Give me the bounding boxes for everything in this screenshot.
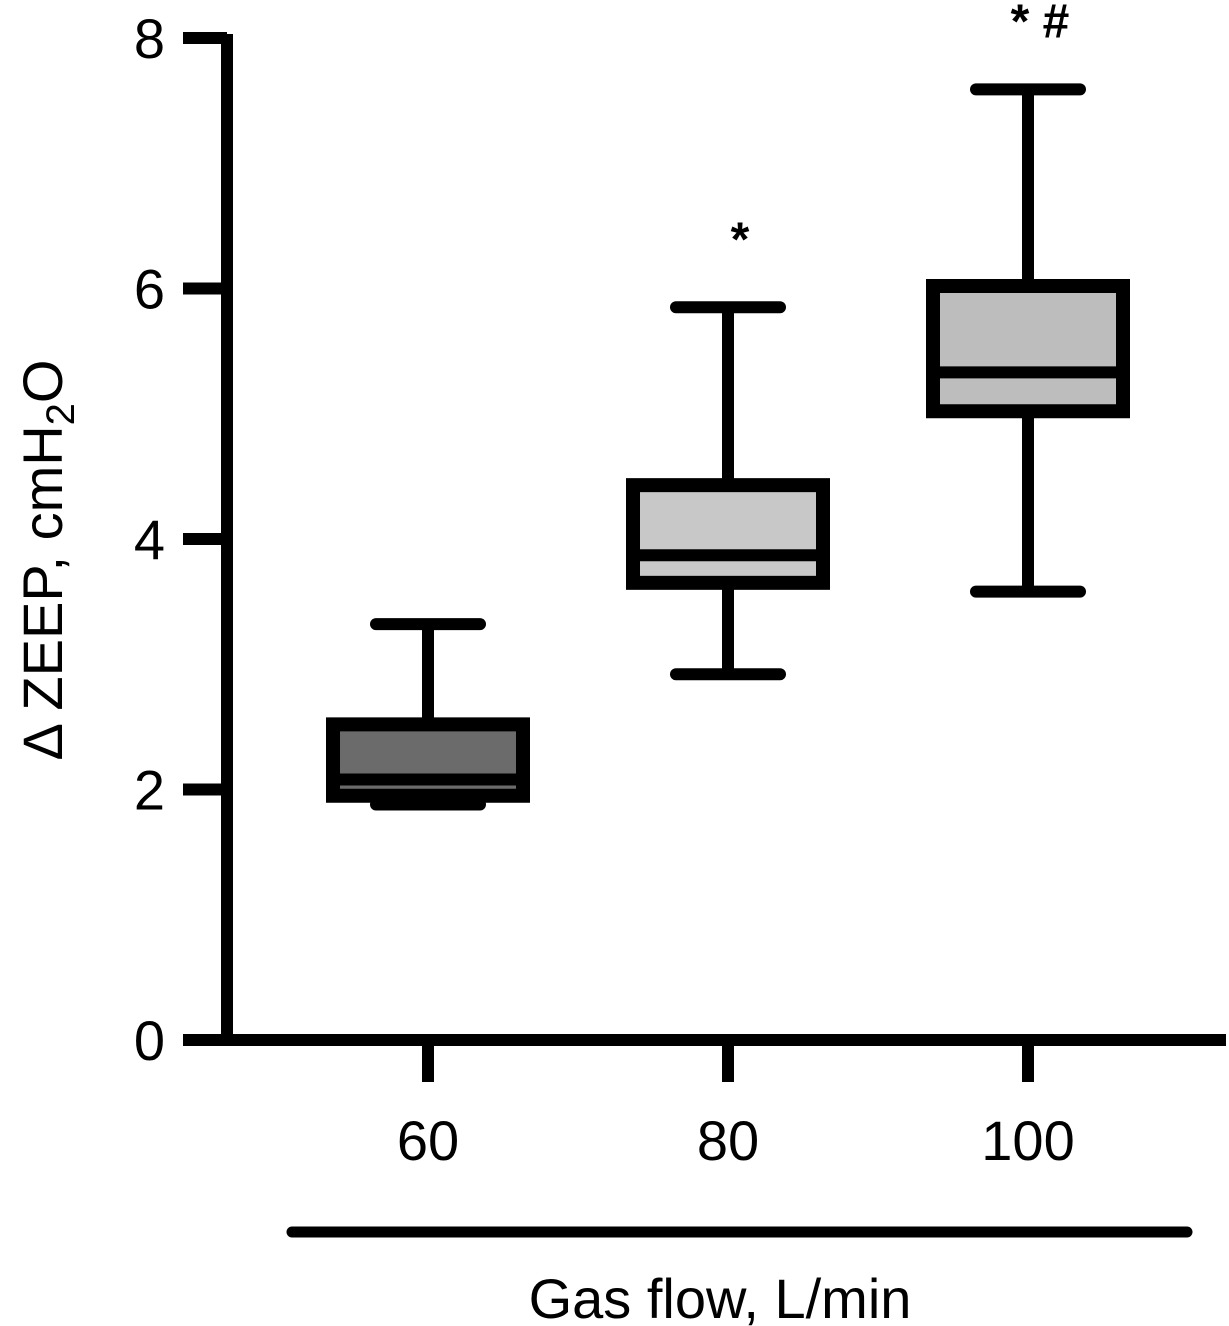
significance-label-80: * xyxy=(731,213,750,266)
y-axis-label-subscript: 2 xyxy=(39,403,83,425)
box-100 xyxy=(926,278,1130,419)
boxes: * * # xyxy=(326,0,1130,811)
y-tick-label-3: 6 xyxy=(134,258,165,321)
y-axis-label: Δ ZEEP, cmH2O xyxy=(11,360,83,761)
y-axis-label-main: Δ ZEEP, cmH xyxy=(11,425,74,760)
box-group-80: * xyxy=(626,213,830,681)
y-axis: 0 2 4 6 8 xyxy=(134,7,233,1072)
box-80 xyxy=(626,478,830,590)
y-tick-label-2: 4 xyxy=(134,508,165,571)
x-axis: 60 80 100 xyxy=(221,1034,1226,1172)
y-axis-label-end: O xyxy=(11,360,74,404)
x-tick-label-2: 100 xyxy=(981,1109,1074,1172)
x-axis-label: Gas flow, L/min xyxy=(529,1267,912,1326)
significance-label-100: * # xyxy=(1011,0,1070,48)
y-tick-label-1: 2 xyxy=(134,759,165,822)
box-group-60 xyxy=(326,618,530,811)
y-tick-label-4: 8 xyxy=(134,7,165,70)
x-tick-label-1: 80 xyxy=(697,1109,759,1172)
box-group-100: * # xyxy=(926,0,1130,598)
x-tick-label-0: 60 xyxy=(397,1109,459,1172)
y-tick-label-0: 0 xyxy=(134,1009,165,1072)
